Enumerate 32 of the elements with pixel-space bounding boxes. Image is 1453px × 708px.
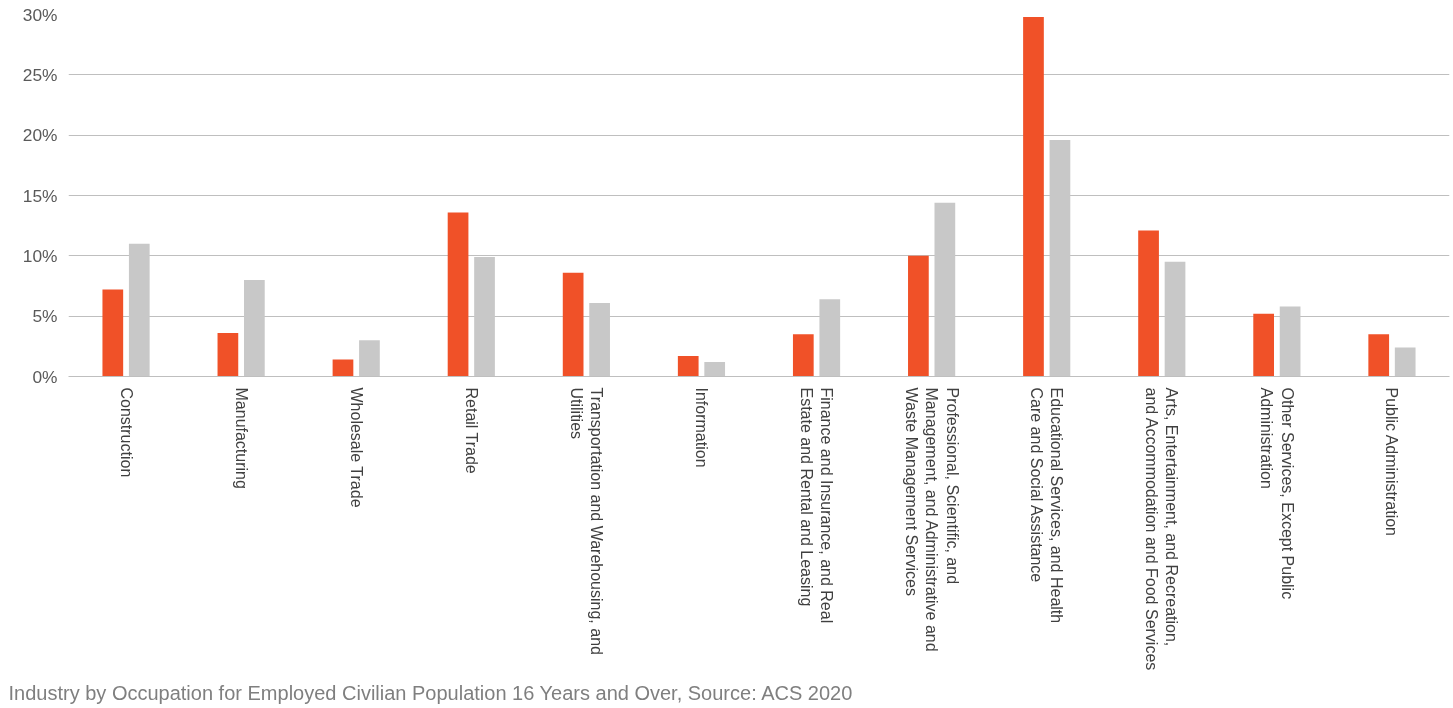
y-tick-label: 5% (32, 306, 58, 327)
y-tick-label: 0% (32, 366, 58, 387)
x-tick-label: Finance and Insurance, and Real Estate and Rental and Leasing (797, 387, 836, 624)
bar (1368, 334, 1390, 377)
bar (677, 355, 699, 377)
bar (908, 255, 929, 377)
y-tick-label: 20% (22, 125, 58, 146)
bar (217, 333, 239, 377)
x-tick-label: Professional, Scientific, and Management, and Administrative and Waste Management Services (902, 387, 961, 652)
y-tick-label: 25% (22, 64, 58, 85)
y-tick-label: 15% (22, 185, 58, 206)
x-tick-label: Construction (117, 387, 135, 478)
bar (102, 289, 124, 377)
bar (332, 359, 354, 377)
bar (1023, 16, 1044, 377)
bar (792, 334, 814, 377)
x-tick-label: Arts, Entertainment, and Recreation, and Accommodation and Food Services (1143, 387, 1181, 671)
bar (447, 212, 469, 377)
x-tick-label: Retail Trade (462, 387, 480, 474)
x-tick-label: Public Administration (1383, 387, 1401, 537)
bar (1253, 313, 1274, 377)
x-tick-label: Information (692, 387, 710, 468)
x-tick-label: Wholesale Trade (347, 387, 365, 508)
x-tick-label: Educational Services, and Health Care and Social Assistance (1028, 387, 1066, 624)
bar (1138, 230, 1159, 377)
text: Industry by Occupation for Employed Civilian Population 16 Years and Over, Source: ACS 2020 (8, 681, 853, 704)
x-tick-label: Transportation and Warehousing, and Utilities (567, 387, 606, 655)
y-tick-label: 10% (22, 245, 58, 266)
y-tick-label: 30% (22, 4, 58, 25)
x-tick-label: Manufacturing (232, 387, 250, 489)
bar (562, 272, 584, 377)
x-tick-label: Other Services, Except Public Administration (1258, 387, 1296, 600)
